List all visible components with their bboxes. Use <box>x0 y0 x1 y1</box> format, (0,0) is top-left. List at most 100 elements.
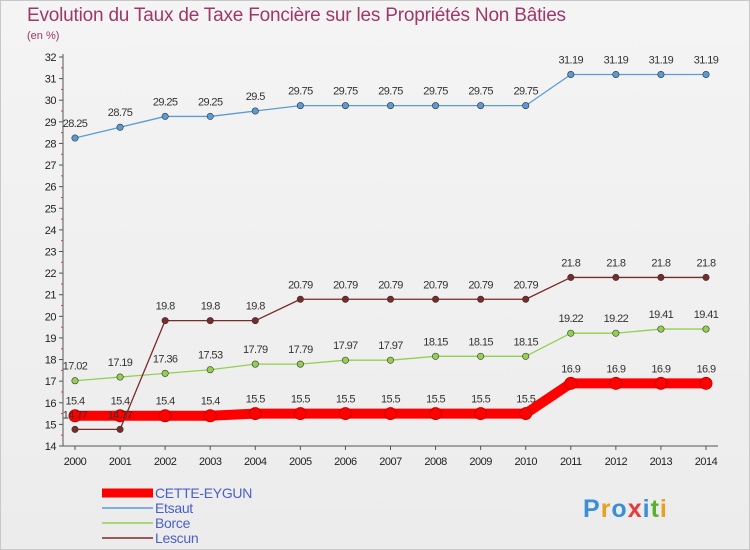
x-tick-label: 2005 <box>289 456 312 468</box>
x-tick-label: 2014 <box>695 456 718 468</box>
data-point <box>71 377 79 385</box>
series-etsaut: 28.25 28.75 29.25 29.25 29.5 29.75 29.75 29.75 2… <box>63 55 719 142</box>
data-point <box>567 329 575 337</box>
data-label: 28.25 <box>63 118 88 130</box>
data-label: 17.36 <box>153 353 178 365</box>
y-tick-label: 15 <box>45 419 57 431</box>
data-label: 18.15 <box>468 336 493 348</box>
data-point <box>386 356 394 364</box>
y-tick-label: 31 <box>45 74 57 86</box>
y-tick-label: 28 <box>45 138 57 150</box>
x-tick-label: 2002 <box>154 456 177 468</box>
data-label: 20.79 <box>513 279 538 291</box>
y-tick-label: 14 <box>45 441 57 453</box>
data-label: 19.22 <box>559 313 584 325</box>
data-label: 19.8 <box>246 301 265 313</box>
data-label: 15.4 <box>111 396 130 408</box>
data-label: 20.79 <box>468 279 493 291</box>
data-point <box>251 107 259 115</box>
y-tick-label: 20 <box>45 311 57 323</box>
data-point <box>251 360 259 368</box>
chart-title: Evolution du Taux de Taxe Foncière sur l… <box>27 5 566 26</box>
data-point <box>341 295 349 303</box>
data-label: 15.4 <box>65 396 84 408</box>
y-tick-label: 25 <box>45 203 57 215</box>
data-label: 21.8 <box>651 257 670 269</box>
data-point <box>429 407 443 421</box>
data-label: 29.5 <box>246 91 265 103</box>
data-point <box>296 360 304 368</box>
data-label: 16.9 <box>651 363 670 375</box>
x-tick-label: 2006 <box>334 456 357 468</box>
data-label: 21.8 <box>606 257 625 269</box>
data-point <box>203 409 217 423</box>
data-point <box>519 407 533 421</box>
data-label: 15.4 <box>156 396 175 408</box>
data-point <box>161 317 169 325</box>
data-point <box>248 407 262 421</box>
y-tick-label: 27 <box>45 160 57 172</box>
data-label: 15.5 <box>381 394 400 406</box>
legend-entry: Borce <box>102 515 191 531</box>
x-tick-label: 2001 <box>109 456 132 468</box>
data-label: 29.75 <box>423 86 448 98</box>
data-label: 29.75 <box>468 86 493 98</box>
data-point <box>564 376 578 390</box>
data-label: 15.5 <box>426 394 445 406</box>
y-tick-label: 17 <box>45 376 57 388</box>
data-label: 15.5 <box>471 394 490 406</box>
data-point <box>657 71 665 79</box>
data-label: 21.8 <box>561 257 580 269</box>
x-tick-label: 2011 <box>560 456 582 468</box>
y-tick-label: 23 <box>45 247 57 259</box>
series-cette-eygun: 15.4 15.4 15.4 15.4 15.5 15.5 15.5 15.5 15.5 15.5… <box>65 363 717 423</box>
data-label: 20.79 <box>378 279 403 291</box>
y-tick-label: 18 <box>45 355 57 367</box>
data-label: 19.8 <box>201 301 220 313</box>
data-label: 15.5 <box>516 394 535 406</box>
x-tick-label: 2013 <box>650 456 673 468</box>
data-label: 19.41 <box>694 309 719 321</box>
data-label: 17.02 <box>63 361 88 373</box>
data-label: 28.75 <box>108 107 133 119</box>
legend-entry: Lescun <box>102 530 199 546</box>
data-point <box>612 329 620 337</box>
data-point <box>206 112 214 120</box>
data-point <box>338 407 352 421</box>
data-point <box>341 102 349 110</box>
data-label: 31.19 <box>559 55 584 67</box>
y-tick-label: 26 <box>45 182 57 194</box>
data-point <box>612 273 620 281</box>
data-point <box>341 356 349 364</box>
data-point <box>161 369 169 377</box>
legend-label: Etsaut <box>155 500 193 516</box>
data-label: 17.79 <box>243 344 268 356</box>
x-tick-label: 2007 <box>379 456 402 468</box>
data-point <box>609 376 623 390</box>
data-label: 20.79 <box>288 279 313 291</box>
data-label: 29.75 <box>333 86 358 98</box>
x-tick-label: 2012 <box>605 456 628 468</box>
data-point <box>522 352 530 360</box>
data-point <box>477 352 485 360</box>
data-label: 16.9 <box>606 363 625 375</box>
data-label: 29.75 <box>288 86 313 98</box>
data-point <box>161 112 169 120</box>
data-point <box>384 407 397 421</box>
legend-label: Lescun <box>155 530 198 546</box>
y-tick-label: 16 <box>45 398 57 410</box>
data-label: 17.97 <box>333 340 358 352</box>
data-label: 18.15 <box>423 336 448 348</box>
data-point <box>612 71 620 79</box>
x-tick-label: 2009 <box>469 456 492 468</box>
data-point <box>206 366 214 374</box>
data-point <box>158 409 172 423</box>
data-point <box>654 376 668 390</box>
data-point <box>477 102 485 110</box>
data-label: 29.75 <box>513 86 538 98</box>
data-label: 31.19 <box>649 55 674 67</box>
x-tick-label: 2008 <box>424 456 447 468</box>
data-label: 15.5 <box>291 394 310 406</box>
